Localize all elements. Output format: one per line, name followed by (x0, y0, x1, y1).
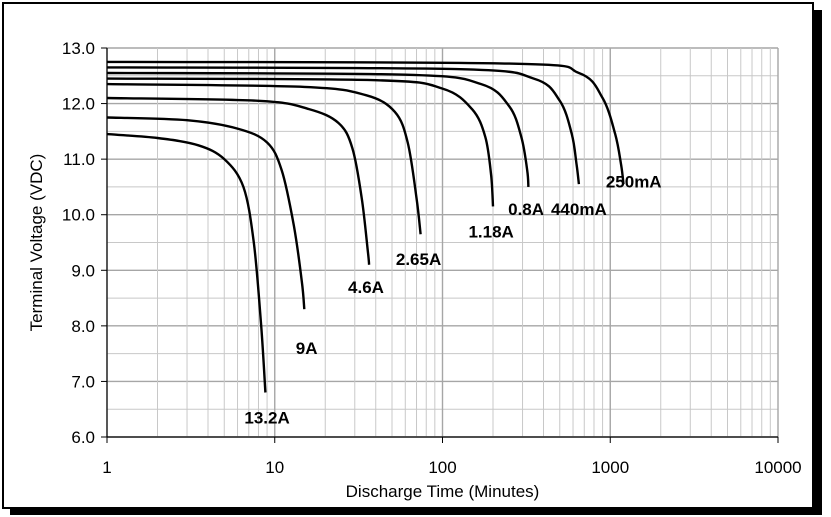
frame-shadow-right (814, 10, 822, 511)
x-tick-label: 10000 (754, 458, 801, 477)
series-line-9A (106, 116, 306, 310)
y-tick-label: 12.0 (62, 95, 95, 114)
y-tick-label: 6.0 (71, 428, 95, 447)
axes (101, 47, 779, 443)
curve-label: 1.18A (468, 222, 513, 241)
y-tick-label: 10.0 (62, 206, 95, 225)
curve-label: 250mA (606, 172, 662, 191)
curve-label: 9A (296, 339, 318, 358)
curve-label: 13.2A (244, 409, 289, 428)
frame-shadow-bottom (10, 509, 822, 515)
series-lines (106, 60, 625, 393)
series-line-250mA (106, 60, 625, 185)
series-line-4.6A (106, 96, 371, 265)
curve-label: 2.65A (396, 250, 441, 269)
y-axis-title: Terminal Voltage (VDC) (27, 154, 46, 332)
tick-labels: 6.0 7.0 8.0 9.0 10.0 11.0 12.0 13.0 1 10 100 1000 10… (62, 39, 802, 477)
series-line-13.2A (106, 132, 267, 393)
curve-label: 440mA (551, 200, 607, 219)
y-tick-label: 8.0 (71, 317, 95, 336)
curve-label: 0.8A (508, 200, 544, 219)
series-line-1.18A (106, 77, 495, 207)
y-tick-label: 7.0 (71, 372, 95, 391)
x-tick-label: 1 (102, 458, 111, 477)
curve-label: 4.6A (348, 278, 384, 297)
y-tick-label: 11.0 (63, 150, 95, 169)
x-tick-label: 1000 (591, 458, 629, 477)
series-line-2.65A (106, 82, 422, 235)
series-line-0.8A (106, 71, 530, 187)
series-line-440mA (106, 66, 581, 185)
x-tick-label: 100 (428, 458, 456, 477)
y-tick-label: 9.0 (71, 261, 95, 280)
x-tick-label: 10 (265, 458, 284, 477)
grid (106, 47, 779, 438)
y-tick-label: 13.0 (62, 39, 95, 58)
x-axis-title: Discharge Time (Minutes) (346, 482, 540, 501)
curve-labels: 13.2A 9A 4.6A 2.65A 1.18A 0.8A 440mA 250mA (244, 172, 661, 427)
